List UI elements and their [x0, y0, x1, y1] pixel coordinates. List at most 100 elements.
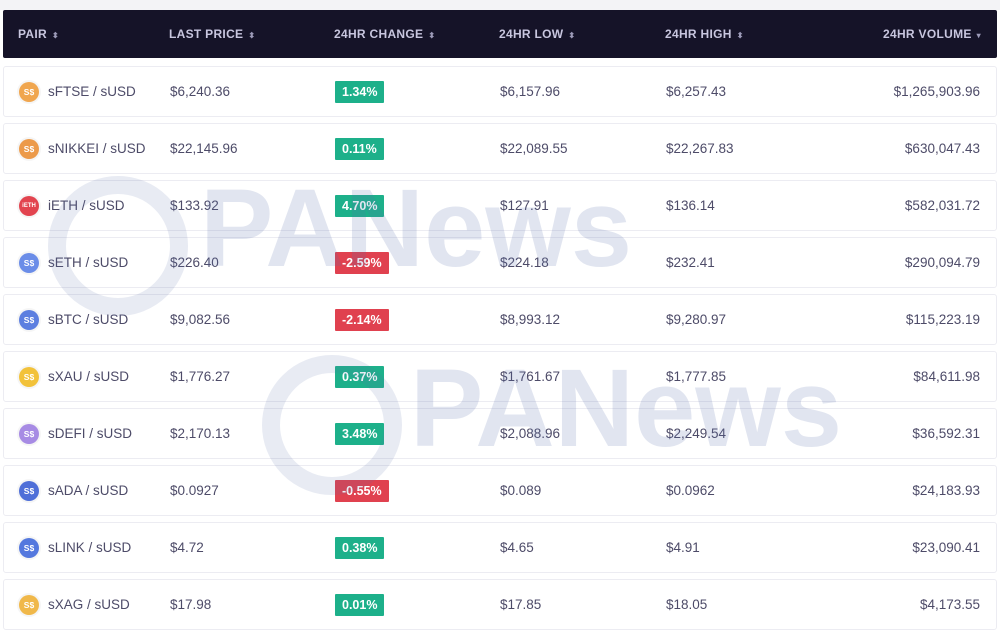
- last-price: $226.40: [170, 255, 219, 270]
- table-row[interactable]: S$ sBTC / sUSD $9,082.56 -2.14% $8,993.12 $9,…: [3, 294, 997, 345]
- table-row[interactable]: S$ sLINK / sUSD $4.72 0.38% $4.65 $4.91 $23,09…: [3, 522, 997, 573]
- 24hr-volume: $4,173.55: [919, 597, 980, 612]
- column-header-24hr-volume[interactable]: 24HR VOLUME ▾: [883, 10, 981, 58]
- pair-name[interactable]: sNIKKEI / sUSD: [48, 141, 146, 156]
- 24hr-volume: $36,592.31: [912, 426, 980, 441]
- column-header-last-price-label: LAST PRICE: [169, 27, 244, 41]
- 24hr-high: $6,257.43: [666, 84, 727, 99]
- last-price: $4.72: [170, 540, 204, 555]
- sort-desc-icon: ▾: [976, 31, 981, 40]
- table-row[interactable]: S$ sFTSE / sUSD $6,240.36 1.34% $6,157.96 $6,…: [3, 66, 997, 117]
- 24hr-volume: $630,047.43: [904, 141, 980, 156]
- pair-name[interactable]: sXAG / sUSD: [48, 597, 130, 612]
- 24hr-volume: $115,223.19: [905, 312, 980, 327]
- synth-token-icon: S$: [19, 310, 39, 330]
- top-strip: [0, 0, 1000, 10]
- table-row[interactable]: S$ sXAG / sUSD $17.98 0.01% $17.85 $18.05 $4,1…: [3, 579, 997, 630]
- sort-icon: ⬍: [736, 31, 744, 40]
- 24hr-volume: $290,094.79: [904, 255, 980, 270]
- last-price: $6,240.36: [170, 84, 231, 99]
- change-badge: 0.01%: [335, 594, 385, 617]
- 24hr-high: $232.41: [666, 255, 715, 270]
- column-header-last-price[interactable]: LAST PRICE ⬍: [169, 10, 255, 58]
- 24hr-high: $9,280.97: [666, 312, 727, 327]
- last-price: $9,082.56: [170, 312, 231, 327]
- sort-icon: ⬍: [248, 31, 256, 40]
- synth-token-icon: S$: [19, 82, 39, 102]
- change-badge: 0.38%: [335, 537, 385, 560]
- last-price: $133.92: [170, 198, 219, 213]
- 24hr-volume: $1,265,903.96: [893, 84, 980, 99]
- change-badge: 0.37%: [335, 366, 385, 389]
- pair-name[interactable]: sFTSE / sUSD: [48, 84, 136, 99]
- column-header-pair-label: PAIR: [18, 27, 47, 41]
- synth-token-icon: S$: [19, 538, 39, 558]
- synth-token-icon: iETH: [19, 196, 39, 216]
- table-row[interactable]: S$ sADA / sUSD $0.0927 -0.55% $0.089 $0.0962 $…: [3, 465, 997, 516]
- column-header-24hr-volume-label: 24HR VOLUME: [883, 27, 972, 41]
- last-price: $2,170.13: [170, 426, 231, 441]
- synth-token-icon: S$: [19, 481, 39, 501]
- pair-name[interactable]: iETH / sUSD: [48, 198, 125, 213]
- table-row[interactable]: S$ sNIKKEI / sUSD $22,145.96 0.11% $22,089.5…: [3, 123, 997, 174]
- last-price: $0.0927: [170, 483, 219, 498]
- 24hr-volume: $84,611.98: [913, 369, 980, 384]
- column-header-24hr-low[interactable]: 24HR LOW ⬍: [499, 10, 575, 58]
- change-badge: 3.48%: [335, 423, 385, 446]
- 24hr-low: $22,089.55: [500, 141, 568, 156]
- last-price: $1,776.27: [170, 369, 231, 384]
- column-header-24hr-high[interactable]: 24HR HIGH ⬍: [665, 10, 744, 58]
- 24hr-high: $4.91: [666, 540, 700, 555]
- change-badge: 0.11%: [335, 138, 384, 161]
- 24hr-volume: $24,183.93: [912, 483, 980, 498]
- 24hr-volume: $23,090.41: [912, 540, 980, 555]
- pair-name[interactable]: sETH / sUSD: [48, 255, 129, 270]
- pair-name[interactable]: sDEFI / sUSD: [48, 426, 133, 441]
- 24hr-low: $1,761.67: [500, 369, 561, 384]
- column-header-24hr-high-label: 24HR HIGH: [665, 27, 732, 41]
- table-row[interactable]: S$ sDEFI / sUSD $2,170.13 3.48% $2,088.96 $2,…: [3, 408, 997, 459]
- change-badge: -2.59%: [335, 252, 389, 275]
- column-header-24hr-change-label: 24HR CHANGE: [334, 27, 424, 41]
- 24hr-low: $224.18: [500, 255, 549, 270]
- synth-token-icon: S$: [19, 139, 39, 159]
- sort-icon: ⬍: [51, 31, 59, 40]
- table-row[interactable]: S$ sETH / sUSD $226.40 -2.59% $224.18 $232.41…: [3, 237, 997, 288]
- pair-name[interactable]: sXAU / sUSD: [48, 369, 130, 384]
- 24hr-low: $2,088.96: [500, 426, 561, 441]
- 24hr-low: $127.91: [500, 198, 549, 213]
- last-price: $22,145.96: [170, 141, 238, 156]
- synth-token-icon: S$: [19, 253, 39, 273]
- 24hr-high: $18.05: [666, 597, 708, 612]
- pair-name[interactable]: sADA / sUSD: [48, 483, 129, 498]
- change-badge: -0.55%: [335, 480, 389, 503]
- 24hr-low: $0.089: [500, 483, 542, 498]
- 24hr-high: $22,267.83: [666, 141, 734, 156]
- sort-icon: ⬍: [428, 31, 436, 40]
- 24hr-high: $1,777.85: [666, 369, 727, 384]
- sort-icon: ⬍: [568, 31, 576, 40]
- table-row[interactable]: iETH iETH / sUSD $133.92 4.70% $127.91 $136.1…: [3, 180, 997, 231]
- change-badge: 4.70%: [335, 195, 385, 218]
- 24hr-high: $2,249.54: [666, 426, 727, 441]
- 24hr-low: $6,157.96: [500, 84, 561, 99]
- synth-token-icon: S$: [19, 424, 39, 444]
- 24hr-volume: $582,031.72: [904, 198, 980, 213]
- column-header-24hr-change[interactable]: 24HR CHANGE ⬍: [334, 10, 435, 58]
- change-badge: -2.14%: [335, 309, 389, 332]
- pair-name[interactable]: sLINK / sUSD: [48, 540, 132, 555]
- table-row[interactable]: S$ sXAU / sUSD $1,776.27 0.37% $1,761.67 $1,7…: [3, 351, 997, 402]
- table-header: PAIR ⬍ LAST PRICE ⬍ 24HR CHANGE ⬍ 24HR LOW ⬍…: [3, 10, 997, 58]
- 24hr-high: $0.0962: [666, 483, 715, 498]
- last-price: $17.98: [170, 597, 212, 612]
- synth-token-icon: S$: [19, 595, 39, 615]
- 24hr-low: $4.65: [500, 540, 534, 555]
- column-header-pair[interactable]: PAIR ⬍: [18, 10, 59, 58]
- 24hr-low: $17.85: [500, 597, 542, 612]
- column-header-24hr-low-label: 24HR LOW: [499, 27, 564, 41]
- synth-token-icon: S$: [19, 367, 39, 387]
- pair-name[interactable]: sBTC / sUSD: [48, 312, 129, 327]
- 24hr-low: $8,993.12: [500, 312, 561, 327]
- change-badge: 1.34%: [335, 81, 385, 104]
